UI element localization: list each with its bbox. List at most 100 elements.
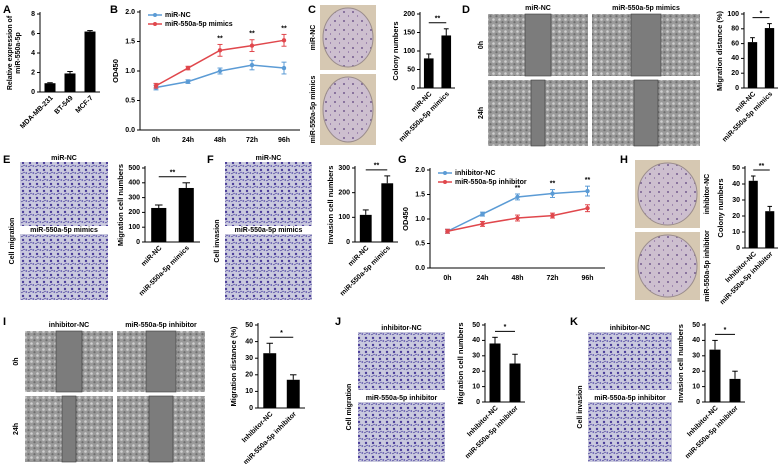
bar [709,349,721,402]
bar [748,180,758,248]
y-tick-label: 40 [472,337,480,344]
y-tick-label: 30 [692,353,700,360]
y-tick-label: 40 [731,55,739,62]
bar [441,35,452,88]
y-tick-label: 30 [732,197,740,204]
y-tick-label: 20 [692,368,700,375]
significance-label: ** [170,170,176,177]
bar [151,207,167,242]
annotation: ** [585,177,591,184]
image-label: inhibitor-NC [381,325,421,332]
image-label: miR-550a-5p inhibitor [594,395,666,402]
y-tick-label: 150 [403,29,415,36]
image-label: miR-550a-5p mimics [235,227,303,234]
transwell-photo [20,234,108,300]
legend-marker [153,13,157,17]
panel-letter: E [3,154,10,166]
y-tick-label: 200 [403,11,415,18]
x-tick-label: 96h [278,137,290,144]
legend-marker [153,22,157,26]
x-tick-label: MDA-MB-231 [19,95,55,131]
y-tick-label: 10 [732,229,740,236]
colony-dish [637,234,698,298]
y-tick-label: 500 [128,165,140,172]
y-tick-label: 50 [732,165,740,172]
y-tick-label: 80 [731,26,739,33]
panel-letter: B [110,4,118,16]
bar [44,83,56,92]
y-tick-label: 200 [338,190,350,197]
legend-marker [443,171,447,175]
image-label: miR-550a-5p mimics [310,76,317,144]
significance-label: ** [435,16,441,23]
panel-letter: I [3,316,6,328]
image-label: miR-NC [51,155,77,162]
panel-letter: F [207,154,214,166]
legend-label: inhibitor-NC [455,170,495,177]
point [585,206,590,211]
y-tick-label: 1.0 [125,68,135,75]
y-axis-label: Migration cell numbers [456,322,465,404]
y-tick-label: 60 [731,40,739,47]
x-tick-label: miR-550a-5p mimics [138,245,191,298]
bar [747,42,758,88]
point [585,188,590,194]
y-tick-label: 0.5 [125,97,135,104]
y-tick-label: 40 [245,338,253,345]
bar [263,353,277,408]
side-label: Cell migration [9,218,16,265]
y-tick-label: 30 [245,355,253,362]
y-tick-label: 0.5 [415,240,425,247]
image-label: miR-550a-5p inhibitor [704,230,711,302]
annotation: ** [217,35,223,42]
point [281,65,287,71]
x-tick-label: MCF-7 [75,95,95,115]
wound-gap [530,79,546,147]
wound-gap [55,330,83,393]
annotation: ** [515,185,521,192]
image-label: miR-550a-5p inhibitor [366,395,438,402]
x-tick-label: miR-NC [140,245,163,268]
column-label: miR-NC [525,5,551,12]
y-tick-label: 0 [136,239,140,246]
y-tick-label: 300 [338,165,350,172]
y-tick-label: 10 [245,388,253,395]
y-tick-label: 4 [31,50,35,57]
y-tick-label: 8 [31,11,35,18]
significance-label: * [760,10,763,17]
point [445,229,450,234]
wound-gap [633,79,659,147]
legend-marker [443,180,447,184]
y-tick-label: 1.5 [415,191,425,198]
point [480,211,485,217]
row-label: 24h [478,107,485,119]
column-label: miR-550a-5p mimics [612,5,680,12]
panel-letter: K [570,316,578,328]
annotation: ** [281,25,287,32]
y-axis-label: Invasion cell numbers [326,166,335,245]
y-axis-label: Relative expression of [7,15,14,90]
x-tick-label: 96h [581,275,593,282]
bar [509,363,521,402]
wound-gap [61,395,77,463]
point [249,43,255,48]
panel-letter: C [308,4,316,16]
y-tick-label: 100 [338,214,350,221]
y-tick-label: 0 [476,399,480,406]
y-tick-label: 40 [692,337,700,344]
y-tick-label: 100 [403,48,415,55]
y-tick-label: 100 [727,11,739,18]
y-tick-label: 0 [249,405,253,412]
point [550,191,555,196]
transwell-photo [588,332,672,390]
bar [765,211,775,248]
y-tick-label: 20 [472,368,480,375]
x-tick-label: 0h [443,275,451,282]
y-tick-label: 40 [732,181,740,188]
point [515,194,520,200]
y-tick-label: 0 [736,245,740,252]
panel-letter: D [462,4,470,16]
wound-gap [148,395,174,463]
y-axis-label: Colony numbers [716,178,725,237]
